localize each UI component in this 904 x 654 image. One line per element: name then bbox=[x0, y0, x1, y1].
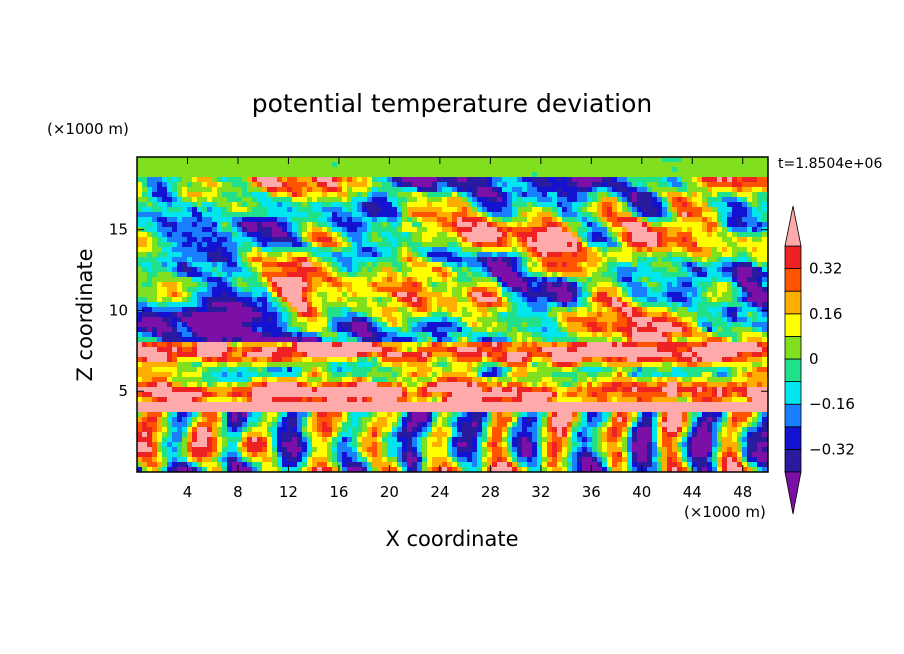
colorbar-tick-label: 0.16 bbox=[809, 305, 842, 323]
colorbar-segment bbox=[784, 290, 802, 315]
colorbar-segment bbox=[784, 313, 802, 337]
x-tick-label: 12 bbox=[279, 483, 298, 501]
colorbar-segment bbox=[784, 381, 802, 405]
colorbar-extend-low bbox=[784, 471, 802, 515]
time-stamp: t=1.8504e+06 bbox=[778, 156, 882, 172]
colorbar-segment bbox=[784, 448, 802, 473]
y-tick-label: 5 bbox=[118, 382, 128, 400]
x-tick-label: 24 bbox=[430, 483, 449, 501]
colorbar-extend-high bbox=[784, 205, 802, 247]
plot-area bbox=[137, 157, 768, 472]
x-tick-label: 16 bbox=[329, 483, 348, 501]
chart-title: potential temperature deviation bbox=[252, 89, 652, 118]
x-axis-label: X coordinate bbox=[385, 527, 518, 551]
heatmap-field bbox=[137, 157, 768, 472]
colorbar-segment bbox=[784, 335, 802, 360]
colorbar-segment bbox=[784, 245, 802, 270]
x-tick-label: 32 bbox=[531, 483, 550, 501]
colorbar-tick-label: −0.32 bbox=[809, 440, 855, 458]
y-tick-label: 10 bbox=[109, 301, 128, 319]
x-tick-label: 44 bbox=[683, 483, 702, 501]
x-tick-label: 36 bbox=[582, 483, 601, 501]
x-tick-label: 40 bbox=[632, 483, 651, 501]
colorbar-segment bbox=[784, 268, 802, 292]
x-tick-label: 4 bbox=[183, 483, 193, 501]
x-tick-label: 8 bbox=[233, 483, 243, 501]
y-axis-ticks: 5 10 15 bbox=[109, 221, 768, 400]
colorbar-segment bbox=[784, 426, 802, 450]
plot-frame bbox=[136, 156, 769, 473]
y-axis-label: Z coordinate bbox=[73, 248, 97, 381]
x-tick-label: 20 bbox=[380, 483, 399, 501]
colorbar-segment bbox=[784, 358, 802, 383]
colorbar-tick-label: −0.16 bbox=[809, 395, 855, 413]
x-tick-label: 28 bbox=[481, 483, 500, 501]
colorbar-segment bbox=[784, 403, 802, 428]
colorbar-tick-label: 0.32 bbox=[809, 260, 842, 278]
colorbar-tick-label: 0 bbox=[809, 350, 819, 368]
y-tick-label: 15 bbox=[109, 221, 128, 239]
x-tick-label: 48 bbox=[733, 483, 752, 501]
x-axis-ticks: 4 8 12 16 20 24 28 32 36 40 44 48 bbox=[183, 157, 752, 501]
colorbar: 0.32 0.16 0 −0.16 −0.32 bbox=[784, 205, 855, 515]
x-unit-label: (×1000 m) bbox=[684, 503, 766, 521]
y-unit-label: (×1000 m) bbox=[47, 120, 129, 138]
